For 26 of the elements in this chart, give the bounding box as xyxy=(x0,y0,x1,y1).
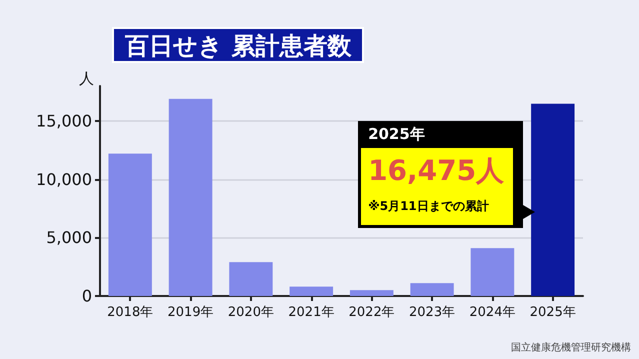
x-tick-label: 2023年 xyxy=(409,305,456,320)
x-tick-label: 2022年 xyxy=(348,305,395,320)
y-tick-label: 5,000 xyxy=(46,228,92,248)
bar xyxy=(229,262,273,296)
annotation: ※5月11日までの累計 xyxy=(368,198,489,215)
x-tick-label: 2024年 xyxy=(469,305,516,320)
x-tick-label: 2018年 xyxy=(107,305,154,320)
bar xyxy=(168,98,212,296)
x-tick-label: 2025年 xyxy=(530,305,576,320)
bar xyxy=(290,286,334,296)
bar xyxy=(531,104,575,296)
y-axis-title: 人 xyxy=(79,70,94,88)
text: 国立健康危機管理研究機構 xyxy=(511,342,631,354)
bar xyxy=(350,290,394,296)
chart-title: 百日せき 累計患者数 xyxy=(124,32,352,60)
annotation: 16,475人 xyxy=(368,152,504,189)
bar xyxy=(470,248,514,296)
y-tick-label: 0 xyxy=(82,286,92,306)
x-tick-label: 2020年 xyxy=(228,305,274,320)
y-tick-label: 10,000 xyxy=(36,170,92,189)
x-tick-label: 2021年 xyxy=(288,305,334,320)
bar xyxy=(108,154,152,296)
y-tick-label: 15,000 xyxy=(36,112,92,130)
bar xyxy=(410,283,454,296)
annotation: 2025年 xyxy=(368,124,425,144)
x-tick-label: 2019年 xyxy=(168,305,214,320)
